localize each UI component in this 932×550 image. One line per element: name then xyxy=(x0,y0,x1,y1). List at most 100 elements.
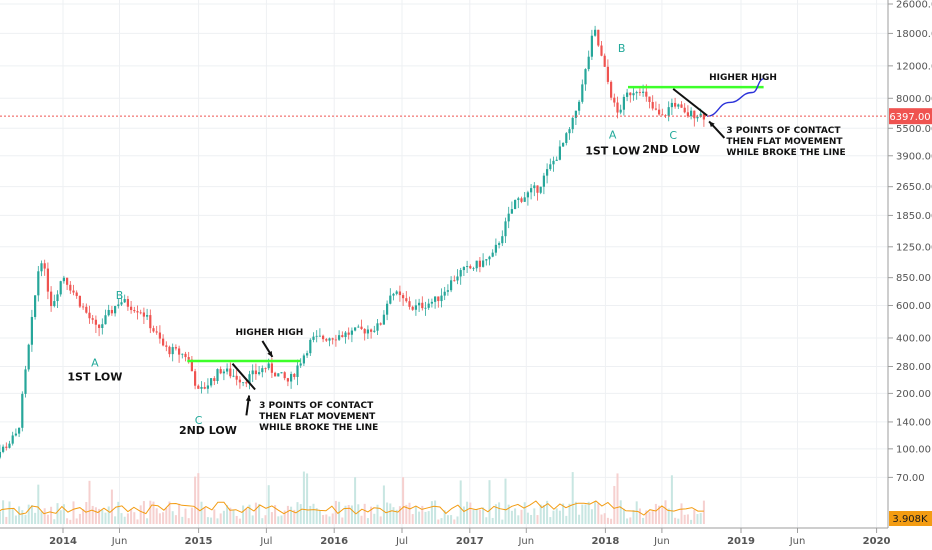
candle-body xyxy=(514,199,517,210)
volume-bar xyxy=(600,514,603,524)
candle-body xyxy=(238,379,241,383)
candle-body xyxy=(459,270,462,277)
candle-body xyxy=(222,371,225,374)
candle-body xyxy=(606,66,609,82)
volume-bar xyxy=(459,480,462,524)
candle-body xyxy=(542,175,545,187)
candle-body xyxy=(213,378,216,381)
candle-body xyxy=(50,291,53,307)
candle-body xyxy=(264,368,267,369)
volume-bar xyxy=(43,508,46,524)
volume-bar xyxy=(8,501,11,524)
volume-bar xyxy=(149,500,152,524)
volume-bar xyxy=(590,509,593,524)
wave-label-a-2: A xyxy=(609,128,617,141)
candle-body xyxy=(478,260,481,267)
volume-bar xyxy=(133,512,136,524)
volume-bar xyxy=(11,507,14,524)
y-tick-label: 400.00 xyxy=(896,333,931,344)
candle-body xyxy=(11,435,14,444)
volume-bar xyxy=(184,508,187,524)
volume-bar xyxy=(379,516,382,524)
candle-body xyxy=(8,443,11,448)
candle-body xyxy=(616,102,619,113)
volume-bar xyxy=(363,503,366,524)
candle-body xyxy=(651,101,654,109)
volume-bar xyxy=(200,501,203,524)
candle-body xyxy=(475,260,478,269)
candle-body xyxy=(306,353,309,356)
candle-body xyxy=(219,369,222,374)
contact-arrow-2-head xyxy=(709,121,715,128)
volume-bar xyxy=(331,513,334,524)
volume-bar xyxy=(491,517,494,524)
candle-body xyxy=(149,315,152,329)
candle-body xyxy=(194,371,197,386)
volume-bar xyxy=(24,514,27,524)
volume-bar xyxy=(210,517,213,524)
volume-bar xyxy=(421,505,424,524)
volume-badge xyxy=(889,511,932,526)
candle-body xyxy=(114,306,117,314)
candle-body xyxy=(312,336,315,340)
candle-body xyxy=(456,276,459,281)
candle-body xyxy=(520,198,523,202)
candle-body xyxy=(427,303,430,308)
candle-body xyxy=(120,302,123,305)
volume-bar xyxy=(251,515,254,524)
volume-bar xyxy=(539,504,542,524)
volume-bar xyxy=(370,506,373,524)
volume-bar xyxy=(126,513,129,524)
candle-body xyxy=(315,335,318,337)
volume-bar xyxy=(562,503,565,524)
candle-body xyxy=(494,244,497,253)
volume-bar xyxy=(293,509,296,524)
volume-bar xyxy=(405,504,408,524)
volume-bar xyxy=(18,506,21,524)
volume-bar xyxy=(632,510,635,524)
candle-body xyxy=(69,284,72,291)
candle-body xyxy=(210,378,213,386)
volume-bar xyxy=(642,517,645,524)
candle-body xyxy=(206,385,209,389)
volume-bar xyxy=(670,475,673,524)
volume-bar xyxy=(318,510,321,524)
candle-body xyxy=(347,332,350,335)
first-low-label-2: 1ST LOW xyxy=(585,144,640,157)
candle-body xyxy=(5,446,8,448)
candle-body xyxy=(635,92,638,94)
candle-body xyxy=(546,169,549,176)
candle-body xyxy=(0,451,1,458)
volume-bar xyxy=(645,510,648,524)
volume-bar xyxy=(235,515,238,524)
volume-bar xyxy=(274,505,277,524)
candle-body xyxy=(594,29,597,36)
volume-bar xyxy=(14,515,17,524)
candle-body xyxy=(299,363,302,366)
volume-bar xyxy=(37,484,40,524)
candle-body xyxy=(290,373,293,382)
candle-body xyxy=(574,110,577,118)
contact-text-2-2: THEN FLAT MOVEMENT xyxy=(726,137,843,147)
volume-bar xyxy=(354,477,357,524)
trend-line xyxy=(231,363,256,391)
volume-bar xyxy=(414,506,417,524)
candle-body xyxy=(24,369,27,394)
candle-body xyxy=(101,324,104,328)
volume-bar xyxy=(648,511,651,524)
candle-body xyxy=(597,29,600,46)
candle-body xyxy=(254,370,257,375)
volume-bar xyxy=(683,514,686,524)
volume-bar xyxy=(242,505,245,524)
candle-body xyxy=(37,271,40,296)
volume-bar xyxy=(165,507,168,524)
candle-body xyxy=(629,92,632,96)
volume-bar xyxy=(258,504,261,524)
volume-bar xyxy=(85,502,88,524)
candle-body xyxy=(450,280,453,291)
volume-bar xyxy=(174,515,177,524)
candle-body xyxy=(654,108,657,110)
candle-body xyxy=(523,197,526,202)
candle-body xyxy=(530,188,533,193)
volume-bar xyxy=(325,514,328,524)
